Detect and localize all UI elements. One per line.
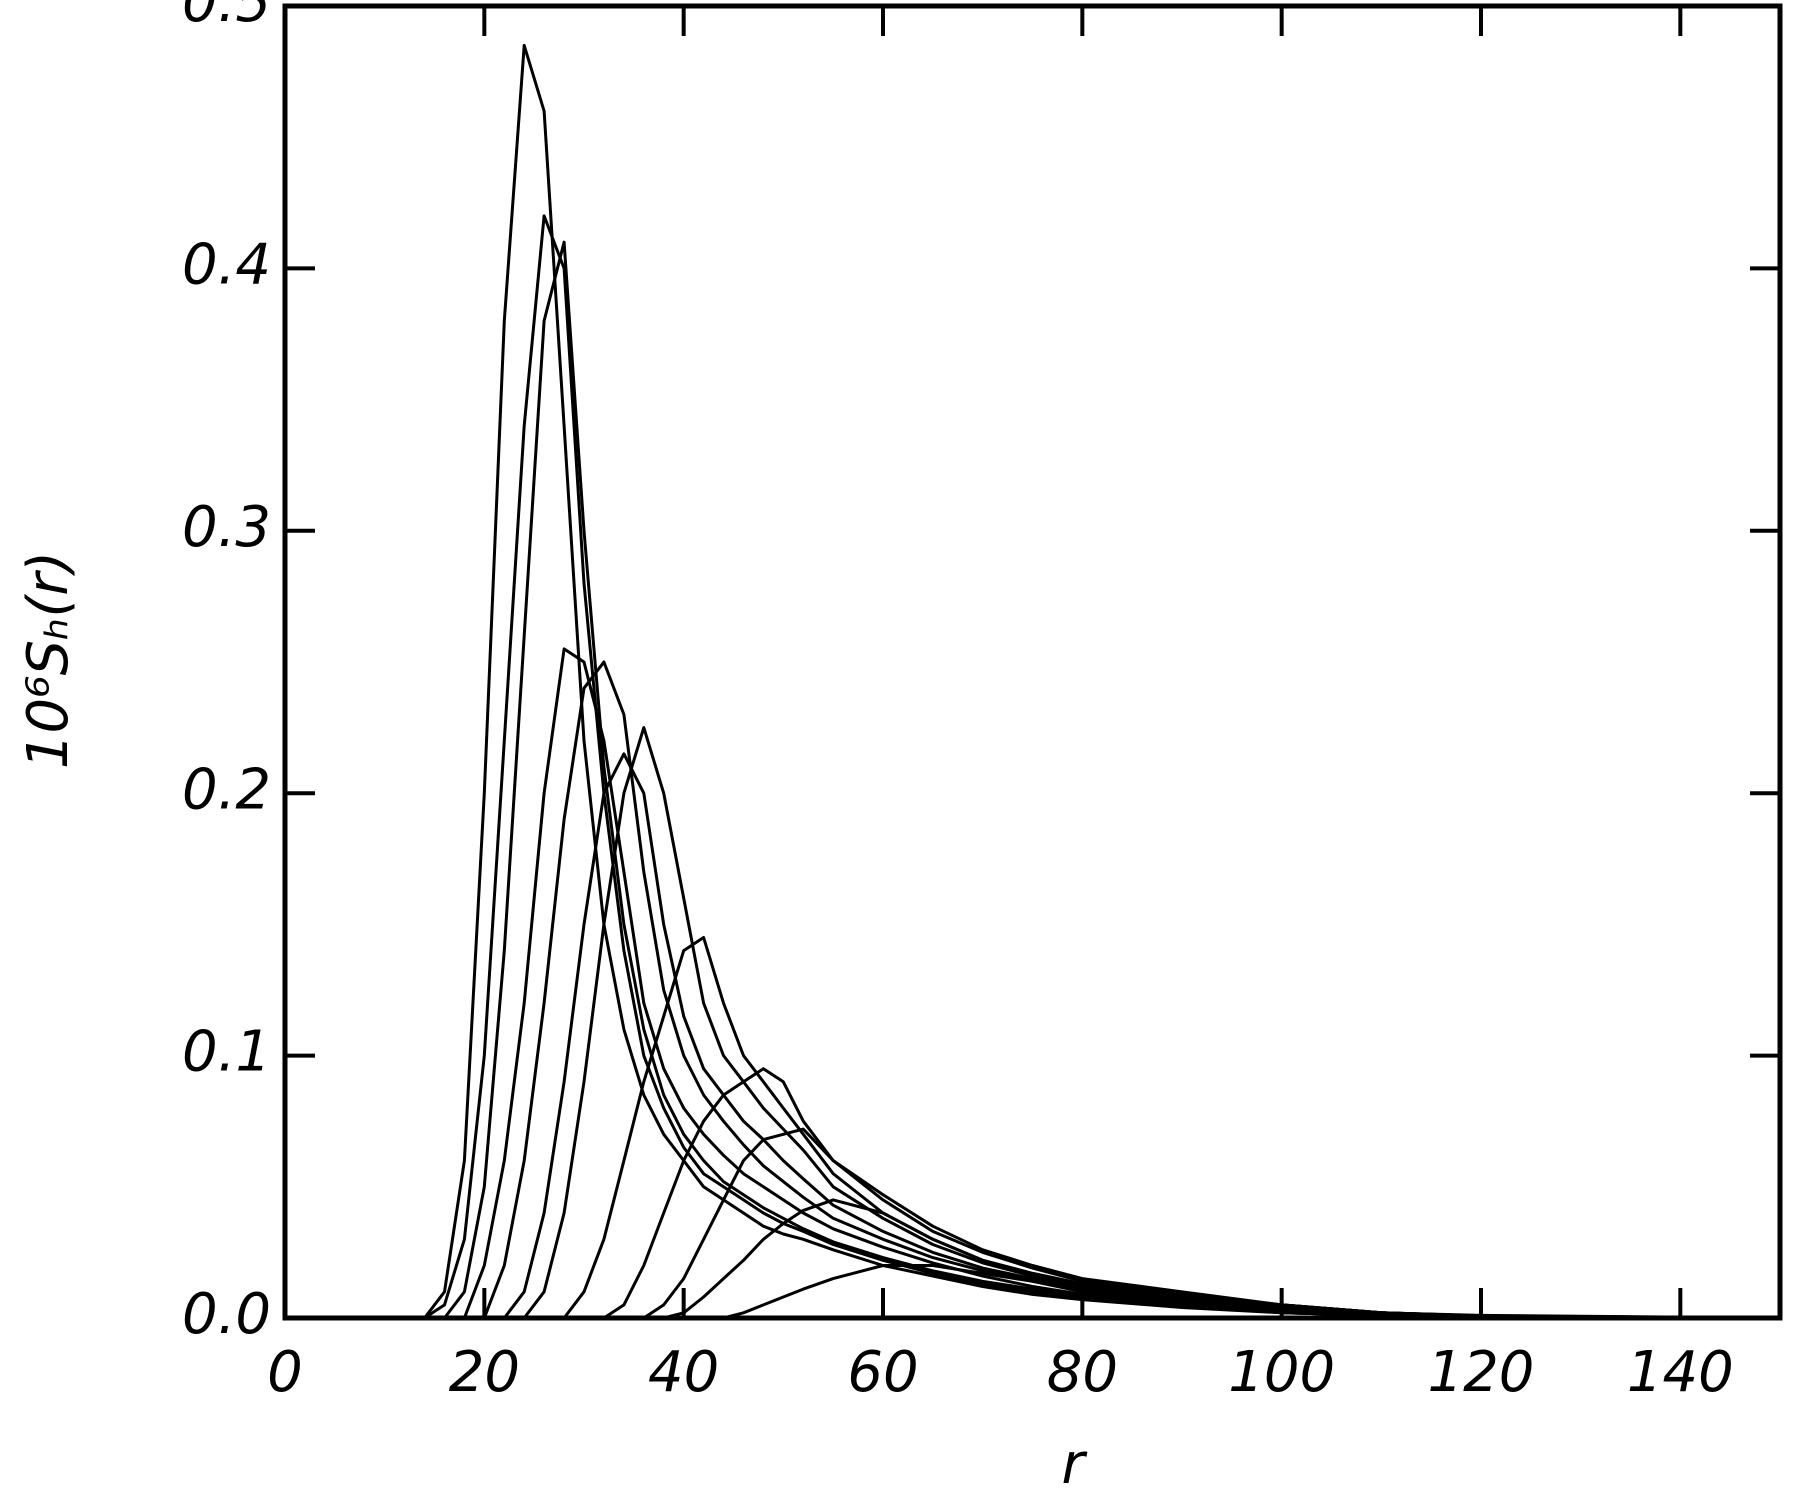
y-tick-label: 0.1 — [182, 1020, 271, 1085]
y-tick-label: 0.3 — [182, 495, 271, 560]
y-axis-label: 10⁶Sₕ(r) — [16, 551, 81, 769]
y-tick-label: 0.0 — [182, 1282, 271, 1347]
x-axis-label: r — [1061, 1432, 1087, 1497]
x-tick-label: 0 — [267, 1340, 303, 1405]
series-line — [285, 240, 1781, 1320]
y-tick-label: 0.2 — [182, 757, 271, 822]
x-tick-label: 60 — [847, 1340, 918, 1405]
series-line — [285, 726, 1781, 1320]
x-tick-label: 20 — [449, 1340, 520, 1405]
series-line — [285, 214, 1781, 1320]
x-tick-label: 140 — [1627, 1340, 1734, 1405]
x-tick-label: 100 — [1228, 1340, 1335, 1405]
x-tick-label: 40 — [648, 1340, 719, 1405]
series-line — [285, 1264, 1781, 1320]
series-line — [285, 647, 1781, 1320]
y-tick-label: 0.5 — [182, 0, 271, 35]
y-tick-label: 0.4 — [182, 233, 271, 298]
series-line — [285, 43, 1781, 1320]
series-line — [285, 660, 1781, 1320]
plot-frame — [282, 3, 1783, 1321]
x-tick-label: 80 — [1047, 1340, 1118, 1405]
x-tick-label: 120 — [1428, 1340, 1535, 1405]
series-line — [285, 1198, 1781, 1320]
